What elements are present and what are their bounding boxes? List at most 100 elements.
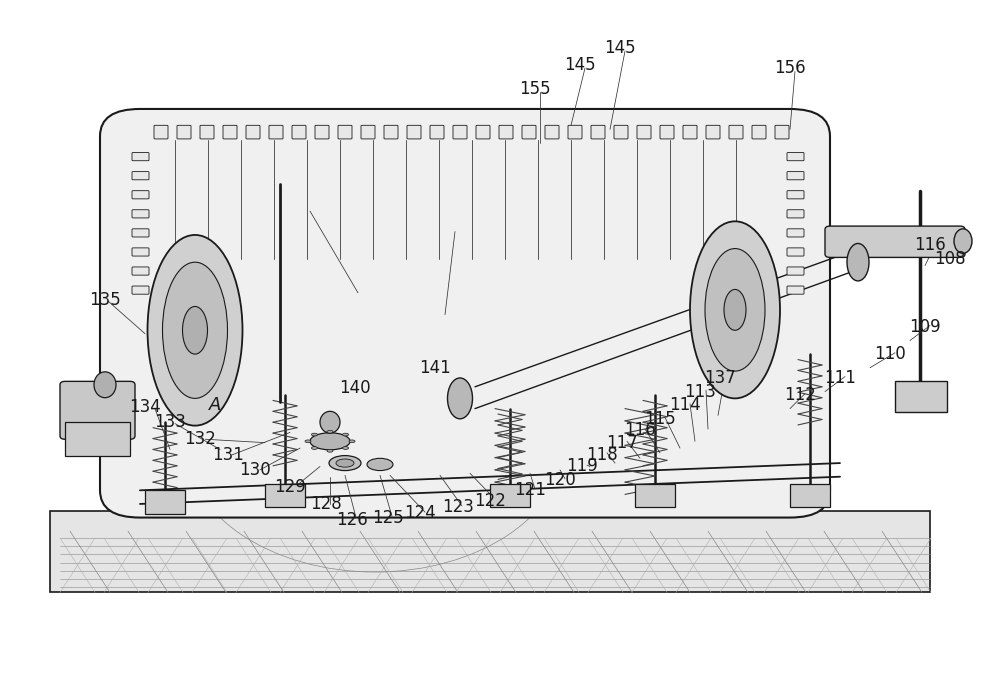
Ellipse shape: [343, 433, 349, 436]
Ellipse shape: [310, 433, 350, 450]
FancyBboxPatch shape: [384, 125, 398, 139]
FancyBboxPatch shape: [315, 125, 329, 139]
Text: 133: 133: [154, 413, 186, 431]
FancyBboxPatch shape: [637, 125, 651, 139]
FancyBboxPatch shape: [787, 267, 804, 275]
Text: 141: 141: [419, 359, 451, 377]
Ellipse shape: [327, 449, 333, 452]
Ellipse shape: [311, 433, 317, 436]
Bar: [50, 511, 930, 592]
Ellipse shape: [311, 447, 317, 449]
FancyBboxPatch shape: [407, 125, 421, 139]
FancyBboxPatch shape: [787, 248, 804, 256]
Ellipse shape: [690, 221, 780, 398]
Text: 126: 126: [336, 511, 368, 528]
FancyBboxPatch shape: [787, 191, 804, 199]
FancyBboxPatch shape: [787, 286, 804, 294]
Text: 124: 124: [404, 505, 436, 522]
Ellipse shape: [148, 235, 242, 426]
Bar: [895, 381, 947, 412]
Text: 120: 120: [544, 471, 576, 489]
FancyBboxPatch shape: [476, 125, 490, 139]
Text: 108: 108: [934, 250, 966, 268]
Text: 135: 135: [89, 291, 121, 308]
Text: 129: 129: [274, 478, 306, 496]
FancyBboxPatch shape: [246, 125, 260, 139]
FancyBboxPatch shape: [430, 125, 444, 139]
FancyBboxPatch shape: [825, 226, 965, 257]
Ellipse shape: [94, 372, 116, 398]
FancyBboxPatch shape: [499, 125, 513, 139]
FancyBboxPatch shape: [660, 125, 674, 139]
FancyBboxPatch shape: [787, 210, 804, 218]
FancyBboxPatch shape: [683, 125, 697, 139]
FancyBboxPatch shape: [154, 125, 168, 139]
FancyBboxPatch shape: [591, 125, 605, 139]
Ellipse shape: [162, 262, 228, 398]
FancyBboxPatch shape: [177, 125, 191, 139]
Text: 117: 117: [606, 434, 638, 452]
Text: 113: 113: [684, 383, 716, 400]
Ellipse shape: [329, 456, 361, 471]
FancyBboxPatch shape: [453, 125, 467, 139]
FancyBboxPatch shape: [522, 125, 536, 139]
Text: 110: 110: [874, 345, 906, 363]
FancyBboxPatch shape: [269, 125, 283, 139]
Text: 111: 111: [824, 369, 856, 387]
Bar: [65, 422, 130, 456]
Text: 132: 132: [184, 430, 216, 448]
FancyBboxPatch shape: [361, 125, 375, 139]
FancyBboxPatch shape: [132, 172, 149, 180]
Ellipse shape: [448, 378, 473, 419]
Text: 121: 121: [514, 481, 546, 499]
Text: 116: 116: [914, 236, 946, 254]
Text: 130: 130: [239, 461, 271, 479]
FancyBboxPatch shape: [752, 125, 766, 139]
FancyBboxPatch shape: [338, 125, 352, 139]
Ellipse shape: [336, 459, 354, 467]
Text: 156: 156: [774, 59, 806, 77]
Ellipse shape: [305, 440, 311, 443]
FancyBboxPatch shape: [200, 125, 214, 139]
Text: 145: 145: [564, 56, 596, 74]
Text: 118: 118: [586, 446, 618, 464]
Text: 128: 128: [310, 495, 342, 513]
Bar: [790, 484, 830, 507]
Text: 119: 119: [566, 458, 598, 475]
FancyBboxPatch shape: [60, 381, 135, 439]
Bar: [145, 490, 185, 514]
FancyBboxPatch shape: [132, 210, 149, 218]
FancyBboxPatch shape: [132, 229, 149, 237]
Text: 140: 140: [339, 379, 371, 397]
Ellipse shape: [367, 458, 393, 471]
Ellipse shape: [320, 411, 340, 433]
FancyBboxPatch shape: [775, 125, 789, 139]
FancyBboxPatch shape: [132, 153, 149, 161]
FancyBboxPatch shape: [614, 125, 628, 139]
FancyBboxPatch shape: [706, 125, 720, 139]
Text: 112: 112: [784, 386, 816, 404]
FancyBboxPatch shape: [787, 229, 804, 237]
Bar: [490, 484, 530, 507]
Text: 131: 131: [212, 446, 244, 464]
FancyBboxPatch shape: [132, 248, 149, 256]
Text: A: A: [209, 396, 221, 414]
FancyBboxPatch shape: [132, 267, 149, 275]
Text: 125: 125: [372, 509, 404, 526]
FancyBboxPatch shape: [292, 125, 306, 139]
Text: 134: 134: [129, 398, 161, 416]
Text: 114: 114: [669, 396, 701, 414]
Bar: [265, 484, 305, 507]
Ellipse shape: [705, 249, 765, 371]
Text: 155: 155: [519, 80, 551, 97]
Bar: [635, 484, 675, 507]
Ellipse shape: [349, 440, 355, 443]
FancyBboxPatch shape: [545, 125, 559, 139]
Ellipse shape: [327, 430, 333, 433]
Text: 115: 115: [644, 410, 676, 428]
Ellipse shape: [954, 229, 972, 253]
FancyBboxPatch shape: [787, 172, 804, 180]
FancyBboxPatch shape: [132, 191, 149, 199]
Text: 145: 145: [604, 39, 636, 57]
FancyBboxPatch shape: [787, 153, 804, 161]
